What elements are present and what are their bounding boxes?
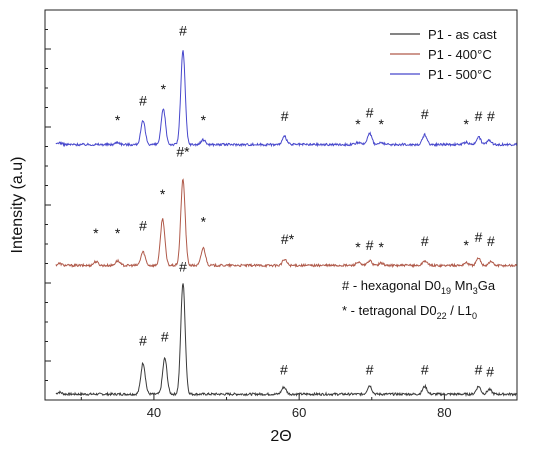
- peak-marker: *: [115, 225, 121, 241]
- x-axis-title: 2Θ: [270, 428, 291, 445]
- peak-marker: *: [201, 112, 207, 128]
- peak-marker: #: [475, 362, 483, 378]
- peak-marker: #: [139, 217, 147, 233]
- phase-key: # - hexagonal D019 Mn3Ga * - tetragonal D…: [342, 278, 496, 321]
- peak-marker: #*: [281, 231, 295, 247]
- phase-key-entry: # - hexagonal D019 Mn3Ga: [342, 278, 496, 296]
- peak-marker: *: [463, 116, 469, 132]
- peak-marker: #: [486, 364, 494, 380]
- peak-marker: #: [366, 104, 374, 120]
- series-lines: [55, 50, 518, 398]
- peak-marker: #: [475, 229, 483, 245]
- peak-marker: *: [355, 116, 361, 132]
- legend-entry: P1 - 500°C: [428, 67, 492, 82]
- peak-marker: #: [421, 106, 429, 122]
- peak-marker: #: [421, 233, 429, 249]
- peak-marker: *: [160, 186, 166, 202]
- peak-annotations: # ### # # # #* * #*#**#* * # * # * # #*#*#* # *#*#* # #: [93, 22, 495, 379]
- series-line-1: [55, 178, 518, 269]
- peak-marker: #: [421, 362, 429, 378]
- peak-marker: #: [179, 22, 187, 38]
- peak-marker: *: [355, 239, 361, 255]
- y-axis-title: Intensity (a.u): [9, 157, 26, 254]
- peak-marker: *: [378, 116, 384, 132]
- peak-marker: *: [378, 239, 384, 255]
- peak-marker: #: [179, 258, 187, 274]
- peak-marker: #: [281, 108, 289, 124]
- legend-entry: P1 - as cast: [428, 27, 497, 42]
- peak-marker: #: [366, 237, 374, 253]
- peak-marker: *: [201, 213, 207, 229]
- legend-entry: P1 - 400°C: [428, 47, 492, 62]
- series-line-2: [55, 50, 518, 148]
- peak-marker: #*: [176, 143, 190, 159]
- peak-marker: #: [161, 329, 169, 345]
- peak-marker: #: [475, 108, 483, 124]
- peak-marker: #: [139, 332, 147, 348]
- x-tick-label: 60: [292, 405, 306, 420]
- legend: P1 - as cast P1 - 400°C P1 - 500°C: [390, 27, 497, 82]
- x-tick-label: 40: [147, 405, 161, 420]
- peak-marker: *: [463, 237, 469, 253]
- phase-key-entry: * - tetragonal D022 / L10: [342, 303, 477, 321]
- peak-marker: #: [280, 362, 288, 378]
- peak-marker: *: [115, 112, 121, 128]
- peak-marker: *: [161, 81, 167, 97]
- series-line-0: [55, 283, 517, 398]
- x-tick-label: 80: [437, 405, 451, 420]
- peak-marker: #: [487, 108, 495, 124]
- peak-marker: #: [139, 93, 147, 109]
- peak-marker: *: [93, 225, 99, 241]
- peak-marker: #: [487, 233, 495, 249]
- peak-marker: #: [366, 362, 374, 378]
